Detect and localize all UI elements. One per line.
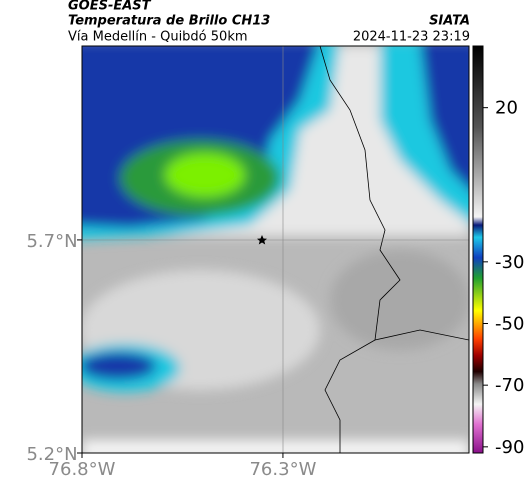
colorbar-tick-label: 20 <box>495 98 518 119</box>
colorbar-tick-label: -30 <box>495 252 524 273</box>
map-frame <box>81 45 470 454</box>
datetime: 2024-11-23 23:19 <box>353 30 470 45</box>
title: Temperatura de Brillo CH13 <box>68 14 270 29</box>
source: SIATA <box>429 14 470 29</box>
subtitle: Vía Medellín - Quibdó 50km <box>68 30 248 45</box>
x-tick-label: 76.8°W <box>49 459 116 480</box>
colorbar-tick-label: -50 <box>495 314 524 335</box>
colorbar <box>472 45 484 454</box>
y-tick-label: 5.2°N <box>26 444 77 465</box>
satellite: GOES-EAST <box>68 0 152 14</box>
satellite-image <box>82 46 469 453</box>
colorbar-tick-label: -90 <box>495 437 524 458</box>
x-tick-label: 76.3°W <box>249 459 316 480</box>
colorbar-tick-label: -70 <box>495 375 524 396</box>
y-tick-label: 5.7°N <box>26 231 77 252</box>
